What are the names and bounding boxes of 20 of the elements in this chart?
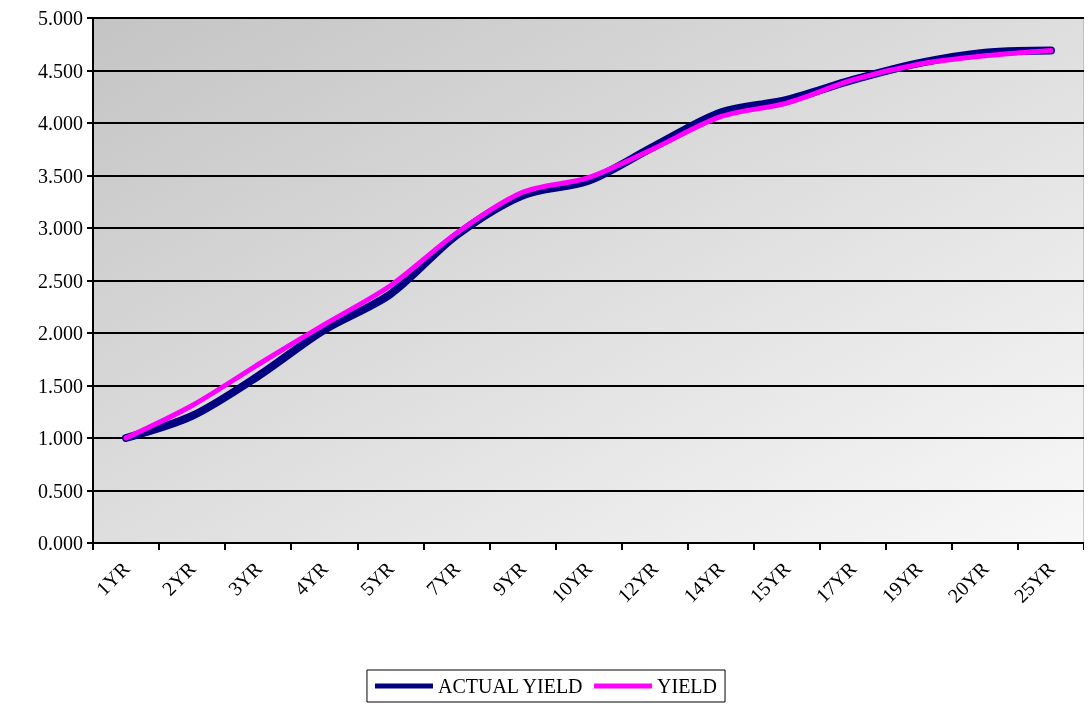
x-tick-label: 7YR <box>421 556 465 600</box>
x-tick-label: 9YR <box>487 556 531 600</box>
x-tick-label: 1YR <box>91 556 135 600</box>
x-tick-label: 4YR <box>289 556 333 600</box>
y-tick-label: 0.000 <box>38 532 83 554</box>
y-tick-label: 5.000 <box>38 7 83 29</box>
x-tick-label: 3YR <box>223 556 267 600</box>
y-tick-label: 0.500 <box>38 479 83 502</box>
x-tick-label: 5YR <box>355 556 399 600</box>
y-tick-label: 3.000 <box>38 217 83 239</box>
y-tick-label: 4.000 <box>38 112 83 134</box>
y-tick-label: 1.500 <box>38 374 83 397</box>
y-tick-label: 4.500 <box>38 59 83 82</box>
y-tick-label: 2.500 <box>38 269 83 292</box>
legend-label: ACTUAL YIELD <box>437 675 583 697</box>
x-tick-label: 2YR <box>157 556 201 600</box>
y-tick-label: 2.000 <box>38 322 83 344</box>
legend-label: YIELD <box>657 675 718 697</box>
y-tick-label: 1.000 <box>38 427 83 449</box>
y-tick-label: 3.500 <box>38 164 83 187</box>
